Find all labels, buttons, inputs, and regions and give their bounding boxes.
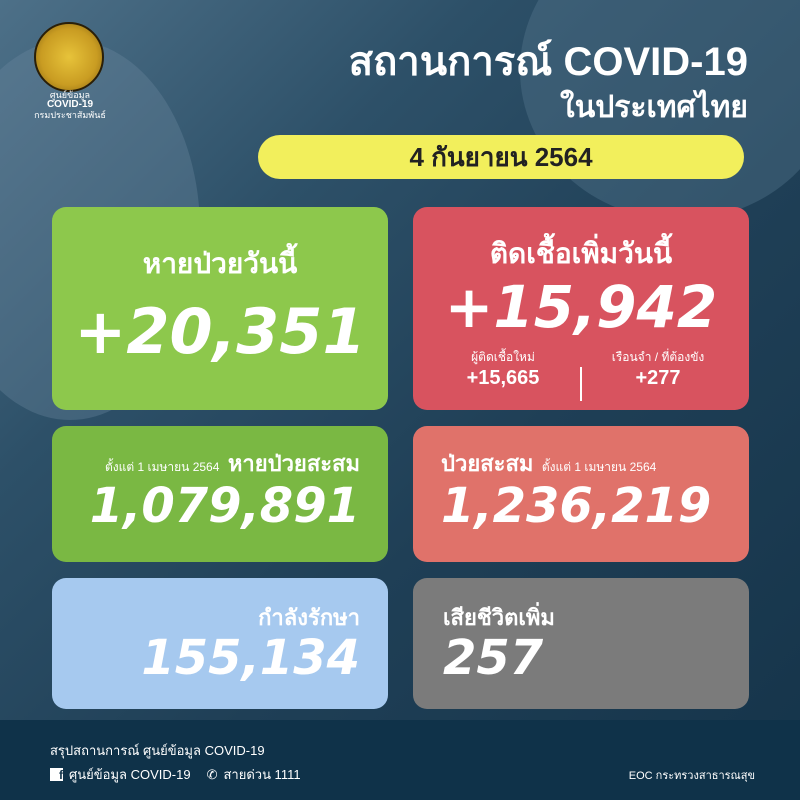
page-title: สถานการณ์ COVID-19 — [348, 40, 748, 84]
logo-line1: ศูนย์ข้อมูล — [49, 90, 91, 100]
card-header: ตั้งแต่ 1 เมษายน 2564 หายป่วยสะสม — [105, 446, 360, 481]
logo-line2: COVID-19 — [46, 99, 94, 110]
divider — [580, 367, 582, 401]
breakdown-prisons: เรือนจำ / ที่ต้องขัง +277 — [593, 348, 723, 390]
breakdown-value: +15,665 — [466, 367, 540, 389]
new-cases-today-card: ติดเชื้อเพิ่มวันนี้ +15,942 ผู้ติดเชื้อใ… — [413, 207, 749, 410]
hotline-text: สายด่วน 1111 — [223, 767, 301, 782]
facebook-icon: f — [50, 768, 63, 782]
logo-caption: ศูนย์ข้อมูล COVID-19 กรมประชาสัมพันธ์ — [20, 90, 120, 120]
card-label: กำลังรักษา — [258, 605, 360, 630]
card-value: +15,942 — [444, 273, 718, 341]
logo-line3: กรมประชาสัมพันธ์ — [34, 110, 106, 120]
footer-contacts: f ศูนย์ข้อมูล COVID-19 ✆ สายด่วน 1111 — [50, 764, 301, 785]
date-badge: 4 กันยายน 2564 — [258, 135, 744, 179]
since-date: ตั้งแต่ 1 เมษายน 2564 — [104, 460, 220, 474]
breakdown-label: เรือนจำ / ที่ต้องขัง — [611, 350, 705, 364]
card-header: ป่วยสะสม ตั้งแต่ 1 เมษายน 2564 — [441, 446, 656, 481]
page-subtitle: ในประเทศไทย — [560, 91, 748, 124]
card-label: หายป่วยวันนี้ — [142, 248, 298, 279]
card-value: 155,134 — [141, 630, 360, 686]
in-treatment-card: กำลังรักษา 155,134 — [52, 578, 388, 709]
since-date: ตั้งแต่ 1 เมษายน 2564 — [541, 460, 657, 474]
breakdown-new-infections: ผู้ติดเชื้อใหม่ +15,665 — [433, 348, 573, 390]
card-value: 257 — [443, 630, 544, 686]
cases-total-card: ป่วยสะสม ตั้งแต่ 1 เมษายน 2564 1,236,219 — [413, 426, 749, 562]
footer-summary: สรุปสถานการณ์ ศูนย์ข้อมูล COVID-19 — [50, 743, 265, 758]
card-value: 1,079,891 — [89, 478, 360, 534]
breakdown-value: +277 — [635, 367, 681, 389]
government-seal-logo — [34, 22, 104, 92]
card-value: +20,351 — [74, 295, 366, 368]
card-label: ติดเชื้อเพิ่มวันนี้ — [489, 238, 673, 269]
card-label: ป่วยสะสม — [441, 451, 534, 476]
recovered-today-card: หายป่วยวันนี้ +20,351 — [52, 207, 388, 410]
footer-source: EOC กระทรวงสาธารณสุข — [628, 770, 755, 782]
card-label: เสียชีวิตเพิ่ม — [443, 605, 555, 630]
card-label: หายป่วยสะสม — [227, 451, 360, 476]
deaths-card: เสียชีวิตเพิ่ม 257 — [413, 578, 749, 709]
footer: สรุปสถานการณ์ ศูนย์ข้อมูล COVID-19 f ศูน… — [0, 720, 800, 800]
facebook-page-link[interactable]: ศูนย์ข้อมูล COVID-19 — [69, 767, 191, 782]
phone-icon: ✆ — [206, 766, 218, 782]
recovered-total-card: ตั้งแต่ 1 เมษายน 2564 หายป่วยสะสม 1,079,… — [52, 426, 388, 562]
breakdown-label: ผู้ติดเชื้อใหม่ — [471, 350, 535, 364]
card-value: 1,236,219 — [441, 478, 712, 534]
